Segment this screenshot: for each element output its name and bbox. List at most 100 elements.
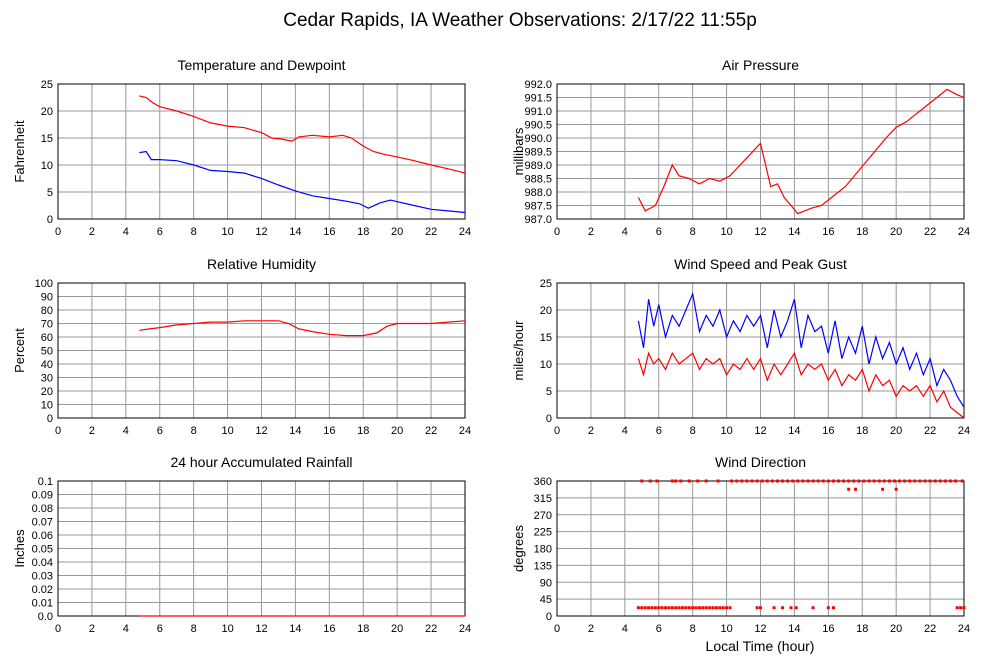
- y-tick-label: 0.03: [32, 571, 53, 583]
- y-tick-label: 10: [41, 400, 53, 412]
- data-point: [913, 479, 917, 483]
- x-tick-label: 8: [191, 623, 197, 635]
- y-tick-label: 0.0: [38, 611, 53, 623]
- x-tick-label: 16: [822, 425, 834, 437]
- x-tick-label: 0: [554, 226, 560, 238]
- data-point: [789, 606, 793, 610]
- y-tick-label: 989.5: [524, 147, 552, 159]
- data-point: [750, 479, 754, 483]
- data-point: [933, 479, 937, 483]
- panel-title: Air Pressure: [722, 57, 799, 73]
- data-point: [938, 479, 942, 483]
- x-tick-label: 0: [554, 623, 560, 635]
- data-point: [943, 479, 947, 483]
- x-tick-label: 6: [157, 623, 163, 635]
- y-tick-label: 990.0: [524, 133, 552, 145]
- x-tick-label: 22: [425, 425, 437, 437]
- data-point: [898, 479, 902, 483]
- data-point: [687, 479, 691, 483]
- y-tick-label: 988.5: [524, 174, 552, 186]
- x-tick-label: 22: [425, 623, 437, 635]
- data-point: [811, 479, 815, 483]
- y-tick-label: 20: [41, 386, 53, 398]
- data-point: [775, 479, 779, 483]
- x-axis-title: Local Time (hour): [706, 638, 815, 654]
- data-point: [831, 479, 835, 483]
- data-point: [908, 479, 912, 483]
- data-point: [650, 606, 654, 610]
- x-tick-label: 8: [191, 226, 197, 238]
- y-tick-label: 0.07: [32, 517, 53, 529]
- x-tick-label: 12: [255, 425, 267, 437]
- x-tick-label: 14: [289, 623, 301, 635]
- y-tick-label: 0.09: [32, 490, 53, 502]
- x-tick-label: 2: [89, 226, 95, 238]
- data-point: [760, 479, 764, 483]
- data-point: [664, 606, 668, 610]
- x-tick-label: 10: [720, 425, 732, 437]
- data-point: [923, 479, 927, 483]
- data-point: [867, 479, 871, 483]
- x-tick-label: 6: [157, 425, 163, 437]
- data-point: [853, 487, 857, 491]
- y-tick-label: 50: [41, 346, 53, 358]
- data-point: [801, 479, 805, 483]
- plot-frame: [556, 480, 965, 617]
- data-point: [948, 479, 952, 483]
- data-point: [647, 606, 651, 610]
- plot-frame: [556, 83, 965, 220]
- x-tick-label: 4: [622, 425, 628, 437]
- data-point: [811, 606, 815, 610]
- data-point: [714, 606, 718, 610]
- x-tick-label: 2: [588, 226, 594, 238]
- x-tick-label: 16: [822, 226, 834, 238]
- data-point: [852, 479, 856, 483]
- data-point: [684, 606, 688, 610]
- x-tick-label: 12: [754, 623, 766, 635]
- data-point: [740, 479, 744, 483]
- y-tick-label: 70: [41, 319, 53, 331]
- y-tick-label: 80: [41, 305, 53, 317]
- x-tick-label: 24: [958, 623, 970, 635]
- data-point: [821, 479, 825, 483]
- y-axis-label: degrees: [511, 525, 526, 572]
- data-point: [882, 479, 886, 483]
- x-tick-label: 6: [656, 226, 662, 238]
- x-tick-label: 18: [856, 226, 868, 238]
- x-tick-label: 2: [89, 425, 95, 437]
- data-point: [721, 606, 725, 610]
- panel-title: Relative Humidity: [207, 256, 316, 272]
- data-point: [730, 479, 734, 483]
- x-tick-label: 8: [690, 623, 696, 635]
- data-point: [781, 479, 785, 483]
- data-point: [667, 606, 671, 610]
- x-tick-label: 16: [323, 623, 335, 635]
- x-tick-label: 24: [958, 226, 970, 238]
- y-tick-label: 987.0: [524, 214, 552, 226]
- data-point: [903, 479, 907, 483]
- y-tick-label: 60: [41, 332, 53, 344]
- data-point: [765, 479, 769, 483]
- series-line: [637, 291, 965, 408]
- y-tick-label: 0: [546, 413, 552, 425]
- data-point: [691, 606, 695, 610]
- x-tick-label: 14: [788, 425, 800, 437]
- y-axis-label: miles/hour: [511, 320, 526, 381]
- data-point: [694, 606, 698, 610]
- x-tick-label: 24: [459, 226, 471, 238]
- y-tick-label: 5: [47, 187, 53, 199]
- data-point: [674, 606, 678, 610]
- data-point: [826, 479, 830, 483]
- data-point: [796, 479, 800, 483]
- y-tick-label: 988.0: [524, 187, 552, 199]
- y-tick-label: 987.5: [524, 201, 552, 213]
- x-tick-label: 4: [123, 226, 129, 238]
- x-tick-label: 22: [924, 226, 936, 238]
- x-tick-label: 10: [720, 623, 732, 635]
- data-point: [826, 606, 830, 610]
